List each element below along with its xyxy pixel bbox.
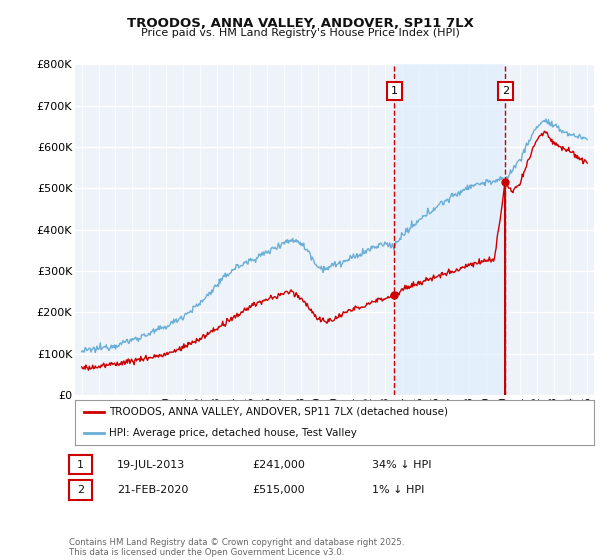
- Bar: [394, 64, 505, 395]
- Text: 21-FEB-2020: 21-FEB-2020: [117, 485, 188, 495]
- Text: £241,000: £241,000: [252, 460, 305, 470]
- Text: 1: 1: [391, 86, 398, 96]
- Text: 1% ↓ HPI: 1% ↓ HPI: [372, 485, 424, 495]
- Text: 1: 1: [77, 460, 84, 470]
- Text: Price paid vs. HM Land Registry's House Price Index (HPI): Price paid vs. HM Land Registry's House …: [140, 28, 460, 38]
- Text: 19-JUL-2013: 19-JUL-2013: [117, 460, 185, 470]
- Text: Contains HM Land Registry data © Crown copyright and database right 2025.
This d: Contains HM Land Registry data © Crown c…: [69, 538, 404, 557]
- Text: TROODOS, ANNA VALLEY, ANDOVER, SP11 7LX (detached house): TROODOS, ANNA VALLEY, ANDOVER, SP11 7LX …: [109, 407, 448, 417]
- Text: 2: 2: [502, 86, 509, 96]
- Text: 2: 2: [77, 485, 84, 495]
- Text: 34% ↓ HPI: 34% ↓ HPI: [372, 460, 431, 470]
- Text: HPI: Average price, detached house, Test Valley: HPI: Average price, detached house, Test…: [109, 428, 356, 438]
- Text: £515,000: £515,000: [252, 485, 305, 495]
- Text: TROODOS, ANNA VALLEY, ANDOVER, SP11 7LX: TROODOS, ANNA VALLEY, ANDOVER, SP11 7LX: [127, 17, 473, 30]
